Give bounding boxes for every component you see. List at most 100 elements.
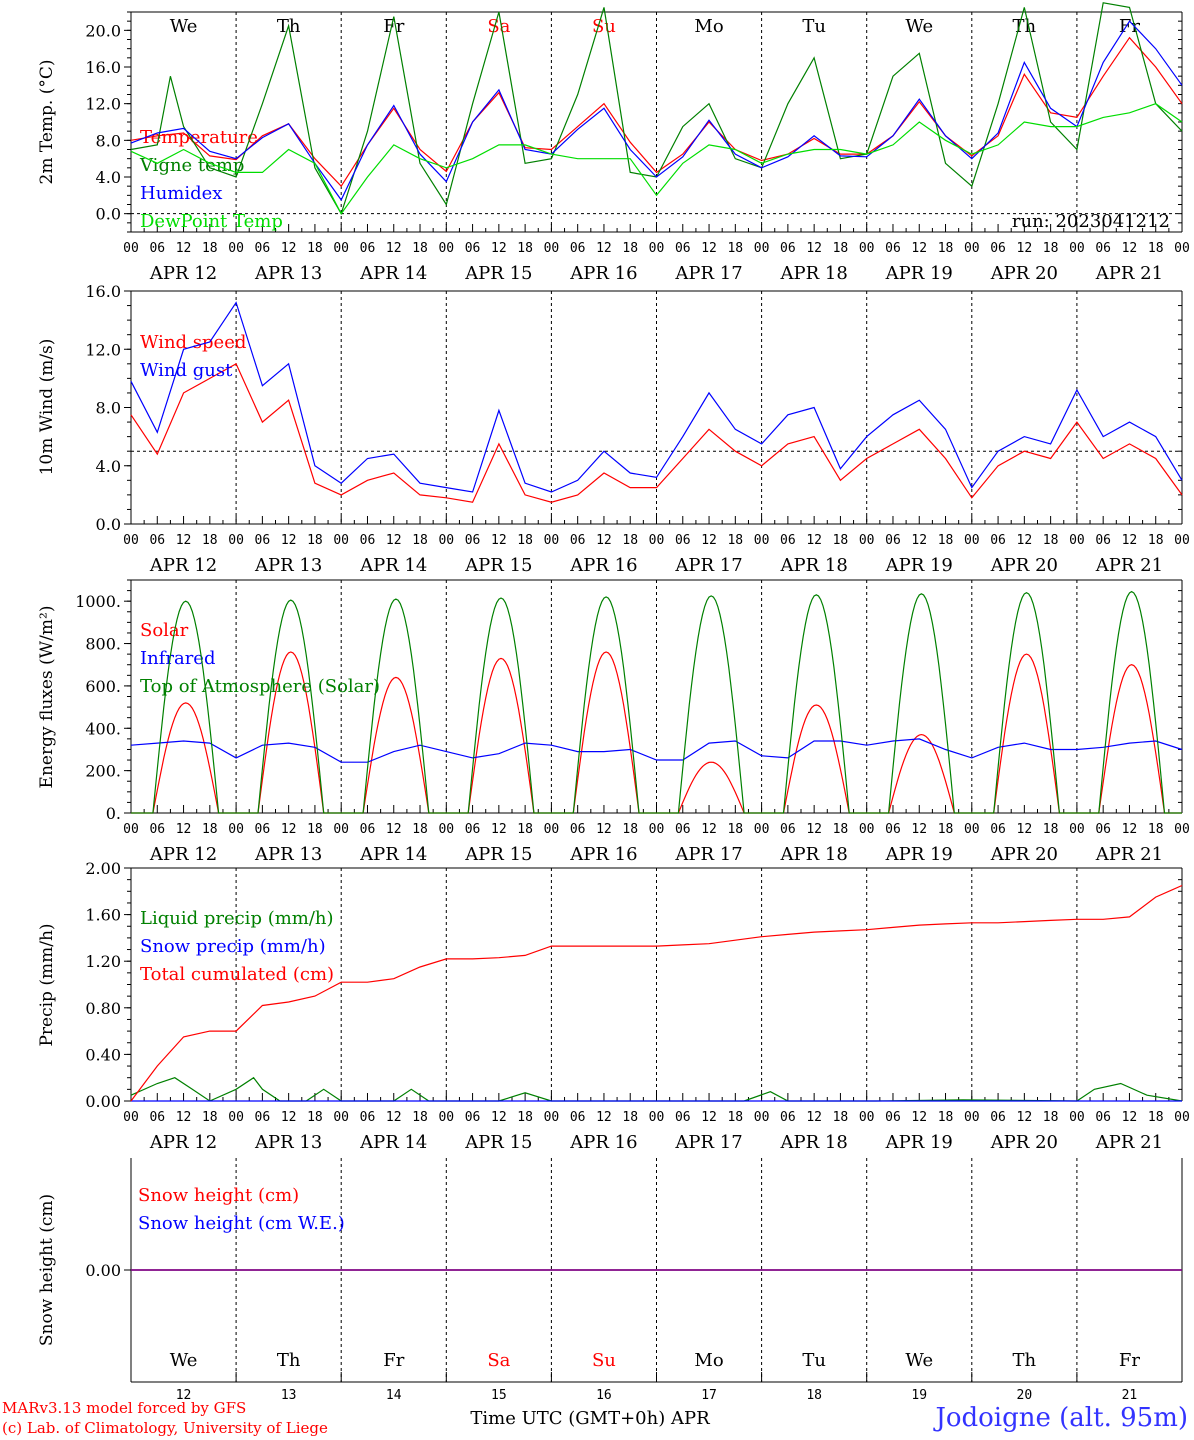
energy-hour-label: 12 xyxy=(1122,822,1138,837)
snow-day-number: 12 xyxy=(176,1388,192,1403)
temp-hour-label: 00 xyxy=(1069,241,1085,256)
wind-day-label: APR 13 xyxy=(254,555,322,576)
wind-hour-label: 00 xyxy=(123,533,139,548)
energy-hour-label: 18 xyxy=(412,822,428,837)
temp-ytick-label: 12.0 xyxy=(85,95,121,114)
temp-panel: 0.0 4.0 8.0 12.0 16.0 20.0 2m Temp. (°C) 00 06 12… xyxy=(37,2,1190,284)
energy-hour-label: 12 xyxy=(596,822,612,837)
wind-ytick-label: 12.0 xyxy=(85,340,121,359)
footer-model: MARv3.13 model forced by GFS xyxy=(2,1399,247,1417)
precip-hour-label: 00 xyxy=(859,1110,875,1125)
temp-hour-label: 00 xyxy=(964,241,980,256)
wind-hour-label: 12 xyxy=(1122,533,1138,548)
run-annotation: run: 2023041212 xyxy=(1012,211,1170,232)
precip-legend-entry: Snow precip (mm/h) xyxy=(140,936,326,957)
wind-hour-label: 06 xyxy=(360,533,376,548)
precip-ytick-label: 1.60 xyxy=(85,906,121,925)
energy-hour-label: 06 xyxy=(675,822,691,837)
temp-hour-label: 18 xyxy=(1148,241,1164,256)
energy-hour-label: 06 xyxy=(990,822,1006,837)
snow-ylabel: Snow height (cm) xyxy=(37,1194,57,1346)
temp-hour-label: 06 xyxy=(885,241,901,256)
precip-ytick-label: 1.20 xyxy=(85,952,121,971)
wind-series-wind-gust xyxy=(130,301,1183,493)
energy-panel: 0. 200. 400. 600. 800. 1000. Energy fluxes (W/… xyxy=(37,579,1190,865)
temp-hour-label: 06 xyxy=(780,241,796,256)
temp-day-label: APR 18 xyxy=(780,263,848,284)
temp-day-label: APR 21 xyxy=(1095,263,1163,284)
temp-series-dewpoint-temp xyxy=(130,103,1183,215)
energy-hour-label: 06 xyxy=(360,822,376,837)
precip-day-label: APR 13 xyxy=(254,1132,322,1153)
precip-legend-entry: Total cumulated (cm) xyxy=(140,964,334,985)
precip-day-label: APR 20 xyxy=(990,1132,1058,1153)
temp-legend-entry: DewPoint Temp xyxy=(140,211,283,232)
energy-legend-entry: Solar xyxy=(140,620,189,641)
energy-hour-label: 06 xyxy=(149,822,165,837)
precip-ytick-label: 2.00 xyxy=(85,859,121,878)
snow-weekday-label: Fr xyxy=(383,1350,404,1371)
energy-day-label: APR 19 xyxy=(885,844,953,865)
wind-hour-label: 00 xyxy=(333,533,349,548)
wind-day-label: APR 17 xyxy=(674,555,742,576)
precip-day-label: APR 15 xyxy=(464,1132,532,1153)
wind-hour-label: 00 xyxy=(649,533,665,548)
precip-hour-label: 06 xyxy=(675,1110,691,1125)
wind-hour-label: 00 xyxy=(438,533,454,548)
wind-hour-label: 12 xyxy=(386,533,402,548)
precip-hour-label: 18 xyxy=(1148,1110,1164,1125)
energy-day-label: APR 13 xyxy=(254,844,322,865)
energy-hour-label: 06 xyxy=(1095,822,1111,837)
wind-hour-label: 12 xyxy=(806,533,822,548)
energy-ytick-label: 400. xyxy=(85,719,121,738)
precip-hour-label: 06 xyxy=(885,1110,901,1125)
temp-weekday-label: We xyxy=(170,16,198,37)
precip-hour-label: 12 xyxy=(1017,1110,1033,1125)
energy-day-label: APR 18 xyxy=(780,844,848,865)
temp-hour-label: 18 xyxy=(202,241,218,256)
temp-hour-label: 00 xyxy=(859,241,875,256)
precip-hour-label: 00 xyxy=(964,1110,980,1125)
temp-hour-label: 18 xyxy=(833,241,849,256)
precip-hour-label: 18 xyxy=(938,1110,954,1125)
precip-hour-label: 18 xyxy=(622,1110,638,1125)
temp-hour-label: 12 xyxy=(386,241,402,256)
wind-hour-label: 06 xyxy=(675,533,691,548)
snow-weekday-label: We xyxy=(170,1350,198,1371)
wind-ylabel: 10m Wind (m/s) xyxy=(37,339,57,476)
temp-hour-label: 12 xyxy=(806,241,822,256)
energy-hour-label: 18 xyxy=(517,822,533,837)
energy-hour-label: 12 xyxy=(701,822,717,837)
snow-panel: 0.00 Snow height (cm) 12 13 14 15 16 17 18 19 20 21… xyxy=(37,1158,1183,1429)
temp-hour-label: 00 xyxy=(754,241,770,256)
temp-hour-label: 00 xyxy=(438,241,454,256)
precip-hour-label: 12 xyxy=(1122,1110,1138,1125)
snow-weekday-label: Su xyxy=(592,1350,616,1371)
wind-hour-label: 18 xyxy=(307,533,323,548)
energy-hour-label: 18 xyxy=(938,822,954,837)
temp-legend-entry: Vigne temp xyxy=(139,155,244,176)
temp-day-label: APR 15 xyxy=(464,263,532,284)
temp-ytick-label: 20.0 xyxy=(85,21,121,40)
energy-hour-label: 12 xyxy=(911,822,927,837)
precip-hour-label: 18 xyxy=(833,1110,849,1125)
wind-day-label: APR 16 xyxy=(569,555,637,576)
wind-hour-label: 06 xyxy=(149,533,165,548)
energy-hour-label: 00 xyxy=(438,822,454,837)
energy-day-label: APR 16 xyxy=(569,844,637,865)
wind-panel: 0.0 4.0 8.0 12.0 16.0 10m Wind (m/s) 00 06 12 18 0… xyxy=(37,282,1190,576)
snow-weekday-label: Tu xyxy=(802,1350,826,1371)
energy-ylabel: Energy fluxes (W/m²) xyxy=(37,606,57,789)
wind-hour-label: 18 xyxy=(202,533,218,548)
precip-panel: 0.00 0.40 0.80 1.20 1.60 2.00 Precip (mm/h) 00 0… xyxy=(37,859,1190,1153)
snow-weekday-label: Fr xyxy=(1119,1350,1140,1371)
precip-hour-label: 06 xyxy=(570,1110,586,1125)
precip-hour-label: 18 xyxy=(727,1110,743,1125)
snow-day-number: 20 xyxy=(1017,1388,1033,1403)
precip-day-label: APR 14 xyxy=(359,1132,427,1153)
wind-hour-label: 00 xyxy=(859,533,875,548)
precip-day-label: APR 19 xyxy=(885,1132,953,1153)
wind-ytick-label: 0.0 xyxy=(96,515,121,534)
precip-hour-label: 12 xyxy=(176,1110,192,1125)
temp-series-temperature xyxy=(130,36,1183,188)
